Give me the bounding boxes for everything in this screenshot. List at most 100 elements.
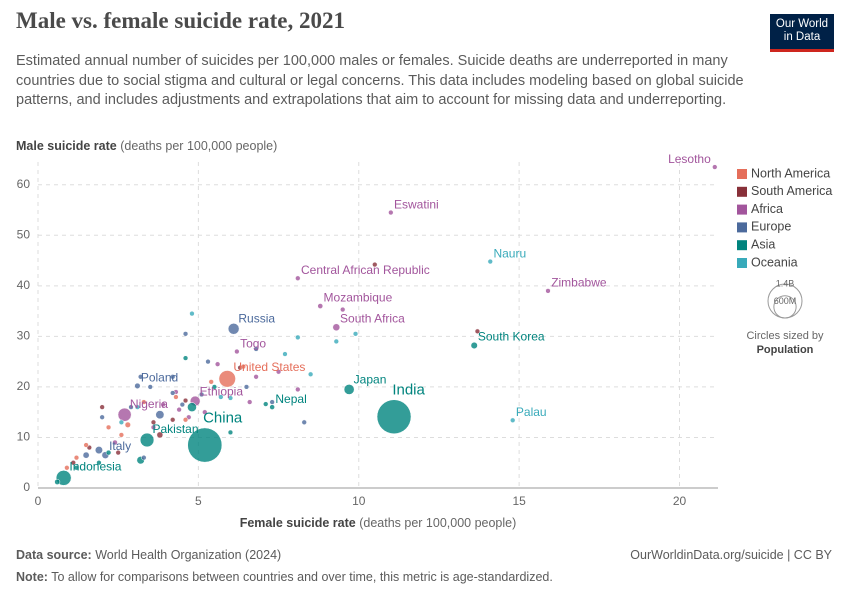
x-tick-label: 15 <box>512 494 526 508</box>
subtitle: Estimated annual number of suicides per … <box>16 53 744 108</box>
y-label-unit: (deaths per 100,000 people) <box>120 139 277 153</box>
point <box>82 451 90 459</box>
legend-swatch <box>737 169 747 179</box>
y-tick-label: 40 <box>17 278 31 292</box>
note: Note: To allow for comparisons between c… <box>16 570 553 584</box>
point <box>189 310 195 317</box>
point <box>187 402 197 412</box>
point <box>205 358 211 365</box>
point <box>317 303 324 309</box>
point-label: Nepal <box>275 392 306 406</box>
source-label: Data source: <box>16 548 92 562</box>
point <box>54 478 61 485</box>
legend-swatch <box>737 240 747 251</box>
point-label: Indonesia <box>69 460 121 474</box>
size-legend-label: 1.4B <box>776 278 795 288</box>
point <box>275 369 282 375</box>
point <box>388 209 394 216</box>
point <box>301 419 307 425</box>
point <box>150 424 157 430</box>
point <box>115 449 121 456</box>
point <box>198 391 205 398</box>
size-legend-circle <box>773 295 797 319</box>
point <box>170 374 176 380</box>
point <box>470 341 478 349</box>
point <box>545 288 551 294</box>
point <box>487 258 493 265</box>
point <box>141 399 147 405</box>
size-legend-variable: Population <box>757 344 814 356</box>
point <box>64 465 70 471</box>
note-label: Note: <box>16 570 48 584</box>
point <box>147 384 153 390</box>
point <box>343 384 355 395</box>
point <box>112 439 118 446</box>
point <box>105 449 112 456</box>
point <box>156 431 164 439</box>
x-tick-label: 0 <box>35 494 42 508</box>
point <box>263 401 269 407</box>
point <box>170 390 176 396</box>
legend-swatch <box>737 204 747 215</box>
x-label-unit: (deaths per 100,000 people) <box>359 516 516 530</box>
logo-line: Our World <box>775 18 829 30</box>
point <box>376 399 412 434</box>
point <box>73 455 80 461</box>
point <box>510 417 516 423</box>
point <box>214 361 221 367</box>
point <box>243 384 250 390</box>
point <box>307 371 314 377</box>
point <box>118 419 125 425</box>
size-legend-label: 600M <box>774 296 797 306</box>
point-label: South Korea <box>478 330 545 344</box>
point <box>240 364 246 370</box>
point <box>295 275 301 281</box>
point-label: Togo <box>240 336 266 350</box>
point-label: Italy <box>109 439 131 453</box>
point <box>170 417 176 423</box>
point <box>234 348 240 355</box>
point <box>83 442 89 448</box>
point <box>134 404 141 410</box>
title: Male vs. female suicide rate, 2021 <box>16 8 345 33</box>
point <box>269 404 275 410</box>
point-label: Poland <box>141 370 178 384</box>
point <box>295 386 301 393</box>
point <box>94 446 103 455</box>
point-label: Ethiopia <box>200 384 244 398</box>
point <box>352 331 359 337</box>
point <box>124 421 131 428</box>
point-label: China <box>203 409 243 426</box>
point <box>372 261 378 268</box>
point-label: Russia <box>238 312 275 326</box>
legend-label: Europe <box>751 220 791 234</box>
point <box>247 399 253 405</box>
point <box>208 379 214 385</box>
point <box>187 427 223 463</box>
point <box>134 382 141 389</box>
x-axis-label: Female suicide rate (deaths per 100,000 … <box>240 516 517 530</box>
point <box>70 460 76 466</box>
point <box>160 401 166 408</box>
logo[interactable]: Our World in Data <box>770 14 834 52</box>
url[interactable]: OurWorldinData.org/suicide | CC BY <box>630 548 832 562</box>
point <box>73 465 80 471</box>
point <box>340 306 346 313</box>
point <box>269 399 275 405</box>
point <box>712 164 718 170</box>
legend-label: Oceania <box>751 255 798 269</box>
y-axis-label: Male suicide rate (deaths per 100,000 pe… <box>16 139 277 153</box>
legend-swatch <box>737 186 747 197</box>
point <box>182 331 189 337</box>
source-text: World Health Organization (2024) <box>95 548 282 562</box>
point <box>128 404 134 410</box>
y-tick-label: 10 <box>17 430 31 444</box>
point <box>474 328 481 334</box>
point <box>105 424 112 430</box>
point <box>99 404 105 410</box>
point <box>96 460 102 466</box>
point <box>182 397 189 404</box>
y-tick-label: 60 <box>17 177 31 191</box>
